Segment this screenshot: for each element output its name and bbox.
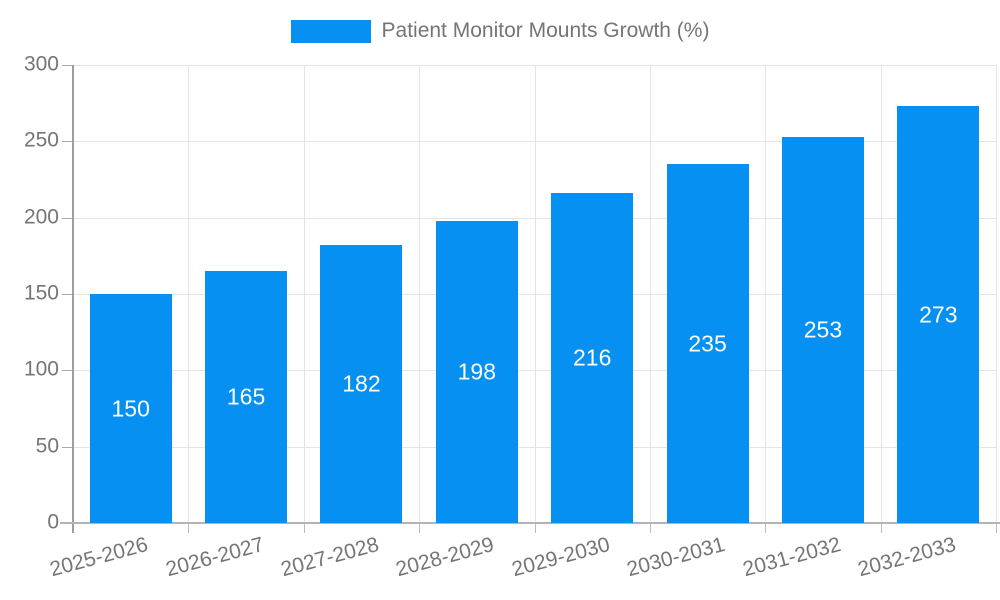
x-axis-tick-label: 2031-2032 [739,533,843,582]
bar-value-label: 165 [226,383,266,410]
bar [89,294,172,523]
x-axis-tick [880,523,882,533]
bar-value-label: 216 [573,344,612,371]
y-axis-tick-label: 50 [35,434,59,458]
y-axis-tick-label: 100 [23,357,59,381]
x-axis-tick [765,523,767,533]
y-axis-line [72,65,74,533]
y-axis-tick-label: 0 [47,510,59,534]
y-axis-tick [62,446,73,448]
x-axis-tick-label: 2027-2028 [278,533,382,582]
gridline-vertical [765,65,767,523]
gridline-vertical [534,65,536,523]
bar [781,136,864,523]
y-axis-tick [62,370,73,372]
bar [897,106,980,523]
bar [551,193,634,523]
bar-value-label: 273 [919,301,958,328]
legend-swatch [290,19,371,43]
x-axis-tick-label: 2029-2030 [509,533,613,582]
bar [320,245,403,523]
bar-value-label: 182 [342,370,381,397]
y-axis-tick-label: 200 [23,205,59,229]
chart-legend[interactable]: Patient Monitor Mounts Growth (%) [0,19,1000,43]
gridline-vertical [996,65,997,523]
bar-value-label: 235 [688,330,727,357]
bar-value-label: 253 [803,316,843,343]
y-axis-tick-label: 300 [23,52,59,76]
legend-label: Patient Monitor Mounts Growth (%) [381,19,710,42]
x-axis-tick [188,523,190,533]
x-axis-tick-label: 2026-2027 [163,533,267,582]
x-axis-tick [996,523,997,533]
x-axis-tick-label: 2028-2029 [393,533,497,582]
x-axis-tick-label: 2030-2031 [624,533,728,582]
x-axis-tick [419,523,421,533]
x-axis-tick [649,523,651,533]
bar [205,271,288,523]
bar [666,164,749,523]
y-axis-tick [62,141,73,143]
bar-value-label: 150 [111,395,150,421]
y-axis-tick [62,217,73,219]
y-axis-tick [62,294,73,295]
x-axis-tick-label: 2025-2026 [47,533,151,582]
x-axis-tick-label: 2032-2033 [855,533,959,582]
y-axis-tick-label: 250 [23,128,59,152]
gridline-vertical [419,65,421,523]
x-axis-tick [303,523,305,533]
x-axis-line [60,522,1000,524]
gridline-vertical [188,65,190,523]
gridline-vertical [880,65,882,523]
bar-value-label: 198 [457,358,496,385]
x-axis-tick [534,523,536,533]
gridline-vertical [303,65,305,523]
y-axis-tick-label: 150 [23,281,59,305]
bar [435,220,518,523]
gridline-vertical [649,65,651,523]
y-axis-tick [62,65,73,66]
